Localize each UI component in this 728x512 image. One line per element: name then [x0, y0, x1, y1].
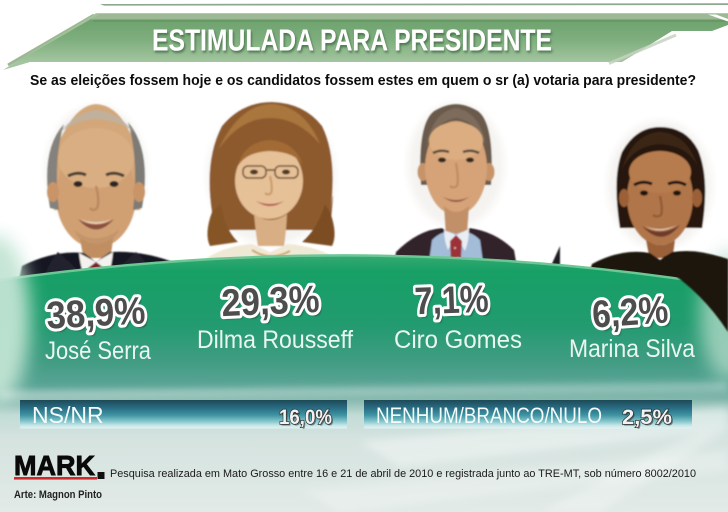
svg-text:6,2%: 6,2% — [593, 292, 672, 340]
svg-text:2,5%: 2,5% — [624, 408, 674, 431]
svg-text:2,5%: 2,5% — [622, 406, 672, 429]
svg-text:7,1%: 7,1% — [414, 278, 489, 324]
svg-text:Dilma Rousseff: Dilma Rousseff — [197, 326, 353, 354]
svg-text:38,9%: 38,9% — [48, 293, 149, 341]
svg-text:29,3%: 29,3% — [221, 278, 321, 325]
svg-text:José Serra: José Serra — [45, 337, 151, 365]
svg-text:ESTIMULADA PARA PRESIDENTE: ESTIMULADA PARA PRESIDENTE — [152, 24, 552, 58]
svg-text:NENHUM/BRANCO/NULO: NENHUM/BRANCO/NULO — [376, 403, 602, 428]
svg-text:Ciro Gomes: Ciro Gomes — [394, 326, 522, 354]
svg-text:MARK: MARK — [14, 450, 95, 481]
svg-text:Arte: Magnon Pinto: Arte: Magnon Pinto — [14, 489, 102, 501]
svg-text:29,3%: 29,3% — [223, 281, 323, 328]
svg-text:16,0%: 16,0% — [281, 408, 334, 431]
svg-text:38,9%: 38,9% — [45, 289, 146, 337]
svg-text:7,1%: 7,1% — [416, 281, 491, 327]
svg-text:Se as eleições fossem hoje e o: Se as eleições fossem hoje e os candidat… — [30, 72, 696, 89]
svg-text:Marina Silva: Marina Silva — [569, 335, 695, 363]
svg-text:16,0%: 16,0% — [279, 406, 332, 429]
svg-text:Pesquisa realizada em Mato Gro: Pesquisa realizada em Mato Grosso entre … — [110, 468, 696, 480]
svg-text:6,2%: 6,2% — [591, 288, 670, 336]
svg-text:NS/NR: NS/NR — [32, 402, 104, 428]
